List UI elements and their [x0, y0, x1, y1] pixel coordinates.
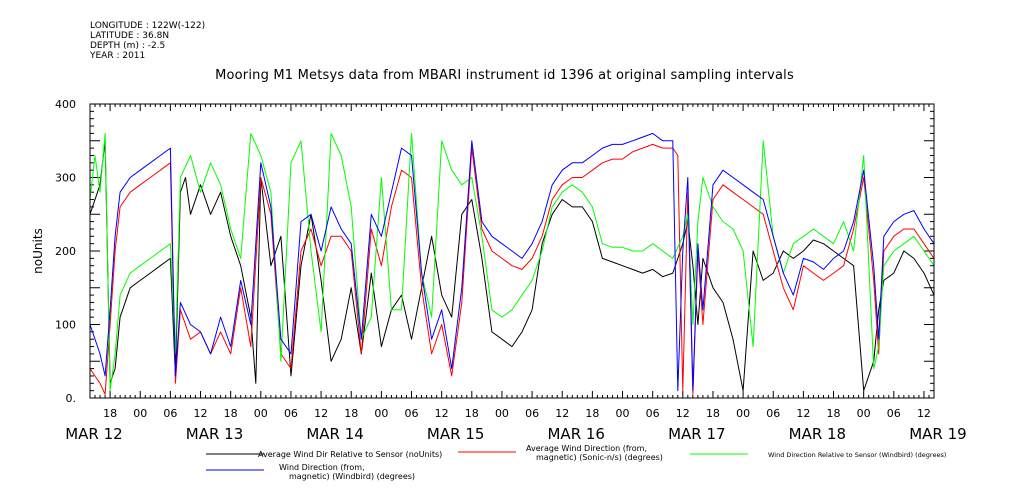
day-label: MAR 17	[668, 425, 725, 443]
x-tick-label: 00	[736, 407, 750, 420]
y-tick-label: 0.	[66, 392, 77, 405]
day-labels: MAR 12 MAR 13 MAR 14 MAR 15 MAR 16 MAR 17 MAR …	[65, 425, 966, 443]
legend-entry-1: Average Wind Dir Relative to Sensor (noU…	[258, 450, 442, 459]
x-tick-label: 12	[676, 407, 690, 420]
y-axis-label: noUnits	[31, 228, 45, 274]
legend-entry-4: Wind Direction (from, magnetic) (Windbird…	[279, 463, 415, 481]
day-label: MAR 12	[65, 425, 122, 443]
y-tick-label: 400	[55, 98, 76, 111]
x-tick-label: 00	[374, 407, 388, 420]
legend-entry-3: Wind Direction Relative to Sensor (Windb…	[768, 451, 946, 459]
x-tick-label: 06	[405, 407, 419, 420]
x-tick-labels: 18 00 06 12 18 00 06 12 18 00 06 12 18 00 06 12 18 00 06 12…	[103, 407, 931, 420]
day-label: MAR 14	[306, 425, 363, 443]
day-label: MAR 13	[186, 425, 243, 443]
x-tick-label: 00	[495, 407, 509, 420]
x-tick-label: 12	[435, 407, 449, 420]
y-tick-label: 300	[55, 172, 76, 185]
x-tick-label: 06	[163, 407, 177, 420]
plot-frame	[89, 103, 935, 399]
x-tick-label: 12	[314, 407, 328, 420]
x-tick-label: 06	[766, 407, 780, 420]
x-tick-label: 06	[525, 407, 539, 420]
x-tick-label: 12	[796, 407, 810, 420]
legend: Average Wind Dir Relative to Sensor (noU…	[206, 444, 946, 481]
x-tick-label: 18	[706, 407, 720, 420]
day-label: MAR 16	[547, 425, 604, 443]
x-tick-label: 18	[827, 407, 841, 420]
x-tick-label: 18	[103, 407, 117, 420]
longitude-text: LONGITUDE : 122W(-122)	[90, 21, 206, 31]
x-tick-label: 06	[646, 407, 660, 420]
x-tick-label: 00	[616, 407, 630, 420]
x-tick-label: 00	[254, 407, 268, 420]
x-tick-label: 00	[857, 407, 871, 420]
series-line-3	[89, 132, 935, 392]
metadata-block: LONGITUDE : 122W(-122) LATITUDE : 36.8N …	[90, 21, 205, 61]
x-tick-label: 18	[585, 407, 599, 420]
x-tick-label: 06	[887, 407, 901, 420]
series-lines	[89, 132, 935, 395]
x-tick-label: 00	[133, 407, 147, 420]
y-tick-labels: 0. 100 200 300 400	[55, 98, 76, 405]
latitude-text: LATITUDE : 36.8N	[90, 31, 170, 41]
x-tick-label: 18	[224, 407, 238, 420]
x-tick-label: 06	[284, 407, 298, 420]
day-label: MAR 18	[789, 425, 846, 443]
day-label: MAR 19	[909, 425, 966, 443]
y-tick-label: 100	[55, 319, 76, 332]
day-label: MAR 15	[427, 425, 484, 443]
year-text: YEAR : 2011	[90, 51, 146, 61]
depth-text: DEPTH (m) : -2.5	[90, 41, 166, 51]
series-line-1	[89, 140, 935, 392]
series-line-2	[89, 143, 935, 395]
y-tick-label: 200	[55, 245, 76, 258]
legend-entry-2: Average Wind Direction (from, magnetic) (…	[526, 444, 663, 462]
chart-title: Mooring M1 Metsys data from MBARI instru…	[215, 68, 794, 83]
x-tick-label: 18	[465, 407, 479, 420]
x-tick-label: 12	[194, 407, 208, 420]
x-tick-label: 18	[344, 407, 358, 420]
x-tick-label: 12	[917, 407, 931, 420]
x-tick-label: 12	[555, 407, 569, 420]
series-line-4	[89, 132, 935, 392]
